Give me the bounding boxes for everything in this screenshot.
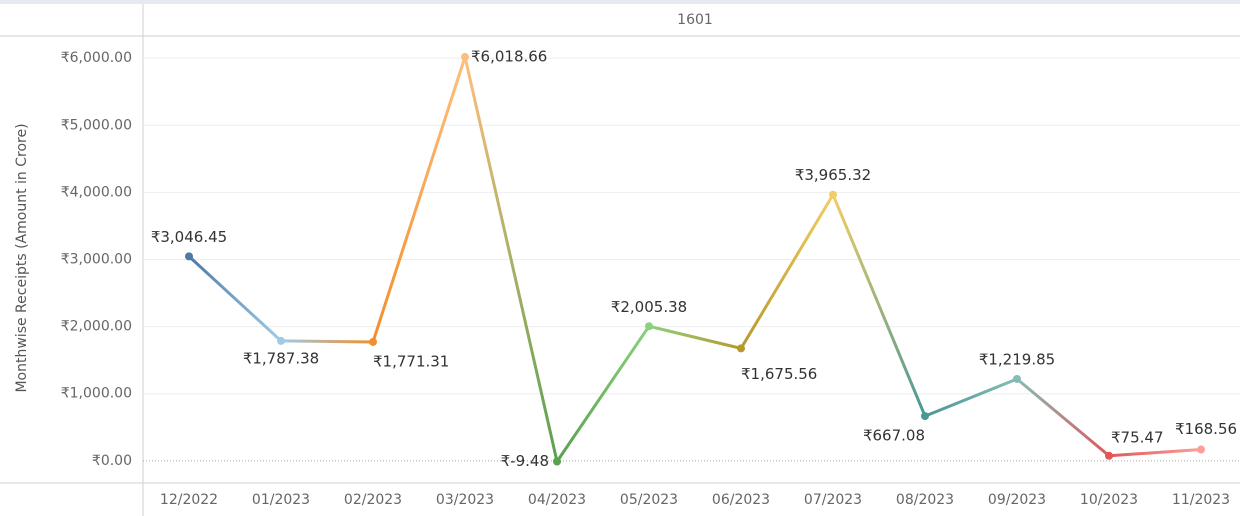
line-segment [187, 254, 283, 343]
data-label: ₹168.56 [1175, 420, 1237, 438]
data-label: ₹1,675.56 [741, 365, 817, 383]
x-tick-label: 11/2023 [1172, 492, 1230, 508]
point [369, 337, 377, 346]
point [1013, 374, 1021, 383]
line-segment [555, 324, 651, 463]
x-tick-label: 03/2023 [436, 492, 494, 508]
y-tick-label: ₹1,000.00 [61, 386, 132, 402]
y-tick-label: ₹2,000.00 [61, 319, 132, 335]
point [921, 412, 929, 421]
line-segment [647, 324, 743, 350]
point [185, 252, 193, 261]
data-label: ₹3,046.45 [151, 228, 227, 246]
point [1105, 451, 1113, 460]
header: 1601 [677, 12, 713, 28]
data-label: ₹1,771.31 [373, 352, 449, 370]
point [645, 322, 653, 331]
x-tick-label: 12/2022 [160, 492, 218, 508]
data-label: ₹2,005.38 [611, 298, 687, 316]
x-tick-label: 01/2023 [252, 492, 310, 508]
point [829, 190, 837, 199]
data-label: ₹75.47 [1111, 428, 1164, 446]
line-segment [739, 193, 835, 350]
x-tick-label: 09/2023 [988, 492, 1046, 508]
y-tick-label: ₹6,000.00 [61, 50, 132, 66]
data-label: ₹-9.48 [501, 452, 549, 470]
point [737, 344, 745, 353]
line-segment [923, 377, 1019, 418]
line-segment [1015, 377, 1111, 458]
data-label: ₹6,018.66 [471, 47, 547, 65]
x-tick-label: 02/2023 [344, 492, 402, 508]
x-tick-label: 06/2023 [712, 492, 770, 508]
point [461, 52, 469, 61]
y-tick-label: ₹4,000.00 [61, 184, 132, 200]
point [553, 457, 561, 466]
data-label: ₹1,219.85 [979, 350, 1055, 368]
y-axis-title: Monthwise Receipts (Amount in Crore) [14, 123, 30, 392]
point [277, 336, 285, 345]
line-segment [279, 339, 375, 344]
point [1197, 445, 1205, 454]
y-tick-label: ₹3,000.00 [61, 252, 132, 268]
x-tick-label: 04/2023 [528, 492, 586, 508]
x-tick-label: 05/2023 [620, 492, 678, 508]
x-tick-label: 08/2023 [896, 492, 954, 508]
x-tick-label: 10/2023 [1080, 492, 1138, 508]
line-segment [1107, 448, 1203, 458]
data-label: ₹1,787.38 [243, 349, 319, 367]
data-label: ₹667.08 [863, 427, 925, 445]
line-segment [831, 193, 927, 418]
data-label: ₹3,965.32 [795, 166, 871, 184]
x-tick-label: 07/2023 [804, 492, 862, 508]
line-segment [463, 55, 559, 463]
line-segment [371, 55, 467, 344]
y-tick-label: ₹0.00 [92, 453, 132, 469]
y-tick-label: ₹5,000.00 [61, 117, 132, 133]
top-strip [0, 0, 1240, 4]
